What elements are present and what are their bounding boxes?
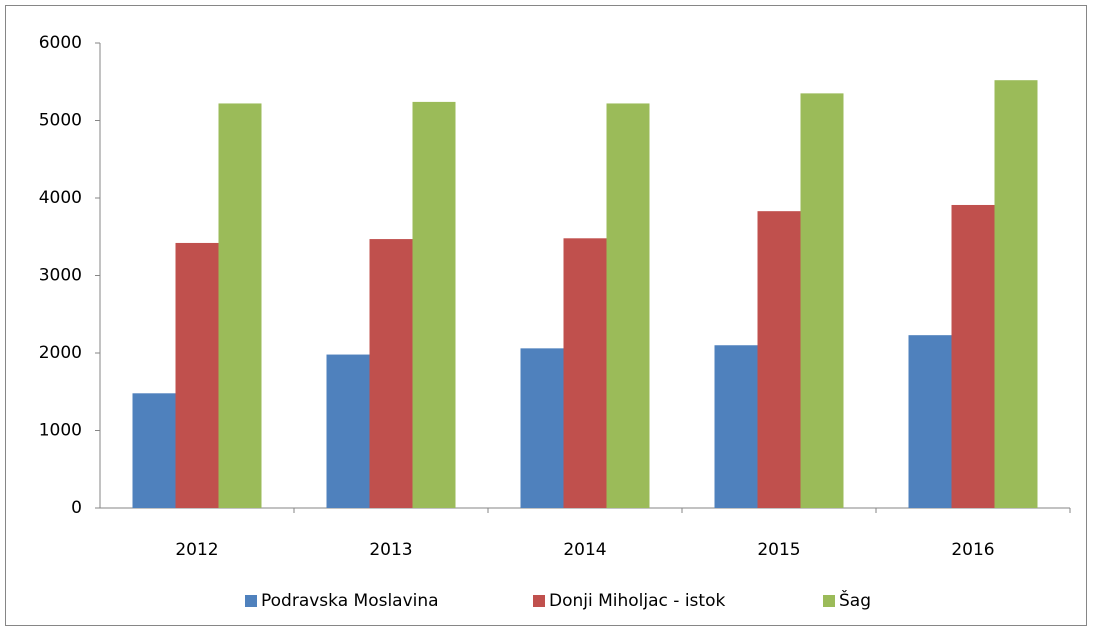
y-tick-label: 2000	[39, 343, 82, 363]
y-tick-label: 4000	[39, 188, 82, 208]
legend-label: Donji Miholjac - istok	[549, 591, 725, 611]
y-tick-label: 3000	[39, 266, 82, 286]
bar	[908, 335, 952, 508]
legend-label: Šag	[839, 589, 871, 611]
y-tick-label: 0	[71, 498, 82, 518]
bar	[520, 348, 564, 508]
bar	[951, 204, 995, 508]
bar	[800, 93, 844, 508]
y-tick-label: 6000	[39, 33, 82, 53]
bar	[994, 80, 1038, 508]
bar	[563, 238, 607, 509]
legend-swatch	[245, 595, 257, 607]
x-tick-label: 2012	[175, 540, 218, 560]
x-tick-label: 2016	[951, 540, 994, 560]
bar	[326, 354, 370, 508]
bar	[369, 239, 413, 508]
legend-label: Podravska Moslavina	[261, 591, 439, 611]
bar	[606, 103, 650, 508]
y-tick-label: 5000	[39, 111, 82, 131]
bar	[412, 101, 456, 509]
x-tick-label: 2014	[563, 540, 606, 560]
bar	[175, 242, 219, 508]
chart-border	[5, 5, 1087, 626]
legend-swatch	[533, 595, 545, 607]
y-tick-label: 1000	[39, 421, 82, 441]
x-tick-label: 2013	[369, 540, 412, 560]
bar	[714, 345, 758, 508]
legend-swatch	[823, 595, 835, 607]
bar	[757, 211, 801, 509]
bar	[218, 103, 262, 508]
x-tick-label: 2015	[757, 540, 800, 560]
bar	[132, 393, 176, 508]
